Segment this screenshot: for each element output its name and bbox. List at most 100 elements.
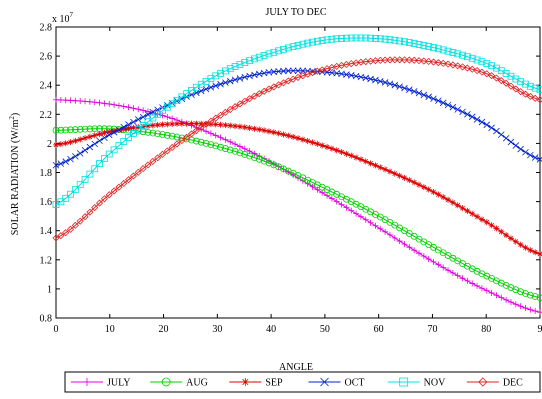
data-point-sep bbox=[222, 122, 229, 129]
data-point-oct bbox=[444, 101, 452, 109]
data-point-oct bbox=[512, 142, 520, 149]
data-point-dec bbox=[473, 67, 481, 75]
data-point-nov bbox=[376, 35, 384, 43]
data-point-oct bbox=[493, 127, 500, 135]
data-point-sep bbox=[178, 120, 185, 127]
data-point-nov bbox=[362, 34, 370, 42]
data-point-july bbox=[169, 115, 176, 122]
data-point-aug bbox=[168, 132, 176, 140]
data-point-nov bbox=[275, 47, 283, 55]
data-point-sep bbox=[72, 137, 79, 144]
data-point-sep bbox=[67, 139, 74, 146]
data-point-oct bbox=[105, 131, 113, 139]
data-point-july bbox=[203, 128, 210, 135]
data-point-july bbox=[140, 107, 147, 114]
data-point-dec bbox=[149, 157, 157, 165]
data-point-sep bbox=[420, 184, 427, 191]
data-point-nov bbox=[159, 107, 166, 115]
y-axis-label-main: SOLAR RADIATION (W/m bbox=[10, 119, 21, 235]
data-point-dec bbox=[275, 81, 283, 89]
data-point-oct bbox=[381, 79, 389, 86]
y-tick-label: 0.8 bbox=[40, 314, 53, 325]
data-point-nov bbox=[386, 36, 394, 44]
data-point-sep bbox=[343, 150, 350, 157]
data-point-july bbox=[217, 134, 224, 141]
data-point-oct bbox=[459, 108, 466, 116]
data-point-nov bbox=[217, 69, 224, 77]
data-point-july bbox=[324, 192, 331, 199]
data-point-nov bbox=[333, 35, 341, 43]
data-point-sep bbox=[309, 139, 316, 146]
data-point-dec bbox=[507, 82, 515, 90]
data-point-oct bbox=[464, 111, 471, 118]
data-point-dec bbox=[444, 60, 452, 68]
data-point-dec bbox=[265, 85, 273, 93]
data-point-july bbox=[106, 101, 113, 108]
data-point-nov bbox=[309, 38, 316, 46]
data-point-sep bbox=[464, 207, 471, 214]
data-point-nov bbox=[265, 50, 273, 58]
data-point-oct bbox=[430, 95, 437, 103]
data-point-july bbox=[309, 183, 316, 190]
data-point-july bbox=[135, 106, 142, 113]
data-point-oct bbox=[57, 160, 65, 167]
data-point-dec bbox=[463, 64, 471, 72]
data-point-oct bbox=[396, 83, 403, 90]
series-aug bbox=[52, 125, 542, 302]
data-point-sep bbox=[474, 213, 481, 220]
data-point-dec bbox=[410, 56, 418, 64]
data-point-sep bbox=[319, 142, 326, 149]
data-point-dec bbox=[502, 79, 510, 87]
legend-marker-sep bbox=[241, 378, 250, 386]
data-point-nov bbox=[352, 34, 360, 42]
data-point-oct bbox=[391, 81, 399, 89]
data-point-aug bbox=[163, 131, 171, 139]
data-point-nov bbox=[154, 110, 162, 118]
data-point-dec bbox=[483, 70, 491, 78]
data-point-july bbox=[111, 101, 118, 108]
data-point-july bbox=[164, 113, 171, 120]
data-point-july bbox=[333, 198, 340, 205]
data-point-sep bbox=[377, 164, 384, 171]
data-point-july bbox=[474, 282, 481, 289]
data-point-oct bbox=[222, 79, 229, 86]
data-point-july bbox=[469, 280, 476, 287]
data-point-nov bbox=[517, 78, 525, 86]
data-point-dec bbox=[212, 114, 220, 122]
data-point-dec bbox=[531, 94, 539, 102]
data-point-sep bbox=[537, 250, 542, 257]
data-point-nov bbox=[531, 84, 539, 92]
data-point-oct bbox=[207, 84, 215, 91]
data-point-dec bbox=[396, 56, 404, 64]
data-point-nov bbox=[120, 138, 128, 145]
data-point-nov bbox=[71, 186, 79, 194]
data-point-dec bbox=[62, 229, 70, 237]
data-point-nov bbox=[454, 50, 462, 58]
data-point-sep bbox=[101, 129, 108, 136]
data-point-nov bbox=[236, 61, 244, 68]
data-point-nov bbox=[488, 62, 496, 70]
legend-entry-nov: NOV bbox=[387, 378, 446, 389]
data-point-july bbox=[522, 305, 529, 312]
data-point-nov bbox=[463, 53, 471, 61]
data-point-sep bbox=[391, 170, 398, 177]
data-point-aug bbox=[144, 128, 152, 136]
data-point-oct bbox=[502, 134, 510, 142]
data-point-july bbox=[425, 256, 432, 263]
data-point-sep bbox=[503, 232, 510, 239]
data-point-oct bbox=[454, 106, 462, 113]
data-point-sep bbox=[498, 228, 505, 235]
data-point-nov bbox=[294, 41, 302, 49]
data-point-july bbox=[227, 138, 234, 145]
data-point-dec bbox=[415, 57, 423, 65]
data-point-nov bbox=[401, 38, 408, 46]
data-point-sep bbox=[478, 216, 485, 223]
data-point-sep bbox=[217, 121, 224, 128]
data-point-nov bbox=[430, 44, 437, 52]
data-point-sep bbox=[261, 127, 268, 134]
data-point-dec bbox=[221, 108, 229, 116]
y-tick-label: 2.4 bbox=[40, 81, 53, 92]
series-dec bbox=[52, 56, 542, 242]
data-point-nov bbox=[168, 100, 176, 108]
legend-entry-oct: OCT bbox=[308, 378, 365, 389]
